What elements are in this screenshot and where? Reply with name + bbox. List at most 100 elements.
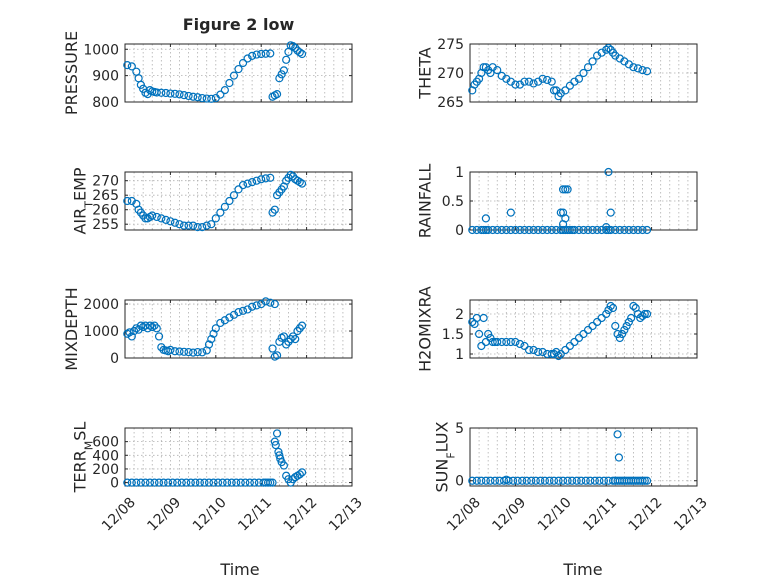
data-point xyxy=(179,347,189,356)
data-point xyxy=(136,80,145,89)
data-point xyxy=(297,49,307,59)
data-point xyxy=(123,478,132,487)
data-point xyxy=(613,329,622,339)
data-point xyxy=(232,478,241,487)
data-point xyxy=(484,329,493,339)
data-point xyxy=(279,66,288,75)
data-point xyxy=(565,81,574,90)
data-point xyxy=(638,311,647,321)
data-point xyxy=(168,478,177,487)
data-point xyxy=(529,79,538,88)
data-point xyxy=(538,225,547,235)
data-point xyxy=(148,211,157,220)
data-point xyxy=(270,437,279,446)
data-point xyxy=(561,86,570,95)
data-point xyxy=(170,347,180,356)
data-point xyxy=(640,309,649,319)
data-point xyxy=(556,208,565,217)
y-tick-label: 1.5 xyxy=(442,327,464,343)
y-tick-label: 2 xyxy=(455,307,464,323)
data-point xyxy=(533,347,543,357)
data-point xyxy=(198,223,207,232)
data-point xyxy=(270,299,279,309)
data-point xyxy=(282,340,291,349)
data-point xyxy=(202,94,211,103)
data-point xyxy=(159,478,168,487)
data-point xyxy=(558,476,568,485)
y-tick-label: 600 xyxy=(92,435,119,451)
y-tick-label: 1000 xyxy=(83,324,119,340)
data-point xyxy=(234,185,243,194)
data-point xyxy=(170,218,180,227)
data-point xyxy=(493,337,502,347)
data-point xyxy=(506,225,515,235)
data-point xyxy=(565,341,574,351)
data-point xyxy=(136,478,145,487)
data-point xyxy=(622,321,631,331)
data-point xyxy=(481,337,490,347)
data-point xyxy=(529,345,538,355)
data-point xyxy=(225,78,234,88)
chart-title: Figure 2 low xyxy=(183,15,295,34)
data-point xyxy=(620,325,629,335)
x-tick-label: 12/13 xyxy=(326,495,366,535)
data-point xyxy=(154,478,164,487)
data-point xyxy=(252,176,261,185)
data-point xyxy=(173,478,182,487)
data-point xyxy=(223,478,232,487)
data-point xyxy=(515,339,525,349)
data-point xyxy=(263,478,273,487)
data-point xyxy=(481,214,490,223)
data-point xyxy=(595,476,604,485)
x-axis-label-right: Time xyxy=(562,560,602,579)
data-point xyxy=(279,461,288,470)
y-tick-label: 265 xyxy=(92,188,119,204)
data-point xyxy=(479,225,488,235)
x-tick-label: 12/11 xyxy=(235,495,275,535)
x-tick-label: 12/08 xyxy=(444,495,484,535)
data-point xyxy=(549,476,559,485)
data-point xyxy=(261,174,270,183)
data-markers xyxy=(123,170,307,232)
data-point xyxy=(629,63,638,72)
data-point xyxy=(229,71,239,80)
data-point xyxy=(175,220,184,229)
data-point xyxy=(543,75,552,85)
data-point xyxy=(633,225,643,235)
data-point xyxy=(602,45,611,54)
data-point xyxy=(152,212,161,222)
y-axis-label: MIXDEPTH xyxy=(62,287,81,370)
data-point xyxy=(642,309,652,319)
data-point xyxy=(579,225,588,235)
y-tick-label: 1 xyxy=(455,165,464,181)
data-point xyxy=(474,329,484,339)
data-point xyxy=(529,225,538,235)
data-point xyxy=(243,179,252,188)
data-point xyxy=(284,337,293,346)
data-point xyxy=(157,88,166,97)
data-point xyxy=(545,476,554,485)
data-point xyxy=(193,347,202,357)
data-point xyxy=(481,476,490,485)
data-point xyxy=(141,214,150,223)
data-point xyxy=(166,345,175,355)
data-point xyxy=(229,191,239,200)
data-point xyxy=(207,220,216,229)
y-axis-label: AIRTEMP xyxy=(71,167,96,234)
x-axis-label-left: Time xyxy=(219,560,259,579)
data-point xyxy=(152,324,161,333)
data-point xyxy=(198,93,207,103)
data-point xyxy=(268,344,277,353)
data-point xyxy=(583,63,593,72)
data-point xyxy=(166,89,175,98)
subplot-h2omixra: 1 1.5 2 H2OMIXRA xyxy=(416,286,698,372)
data-point xyxy=(558,220,568,229)
x-tick-label: 12/10 xyxy=(190,495,230,535)
data-point xyxy=(127,332,136,341)
data-point xyxy=(191,478,200,487)
y-tick-label: 275 xyxy=(437,37,464,53)
data-markers xyxy=(123,41,307,103)
data-point xyxy=(581,476,590,485)
